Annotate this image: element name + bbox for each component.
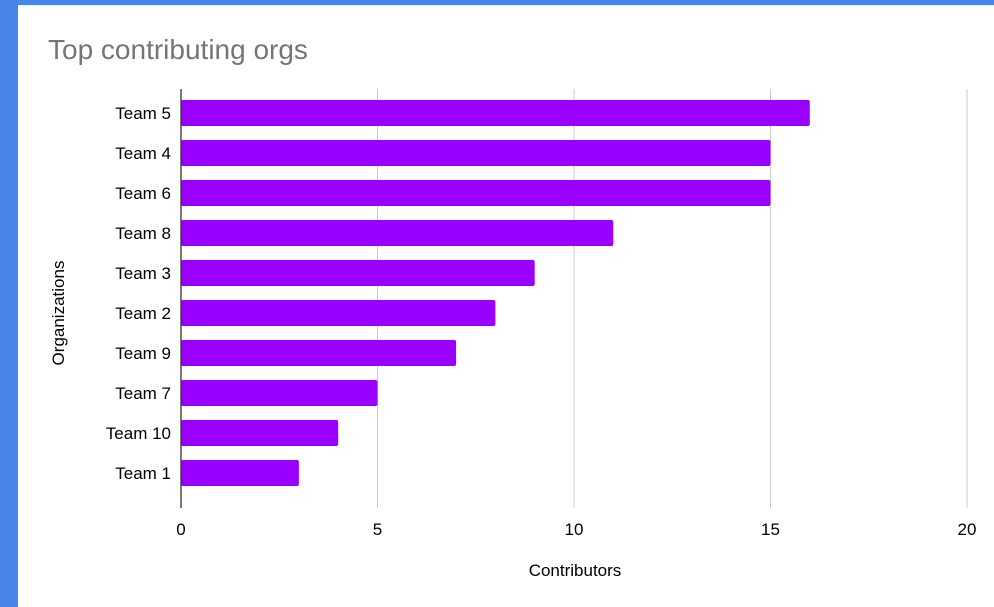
category-label-team-5: Team 5 xyxy=(115,104,171,123)
category-label-team-7: Team 7 xyxy=(115,384,171,403)
bar-team-5 xyxy=(181,100,810,126)
x-tick-label-5: 5 xyxy=(373,520,382,539)
bar-team-4 xyxy=(181,140,771,166)
bar-team-10 xyxy=(181,420,339,446)
category-labels: Team 5 Team 4 Team 6 Team 8 Team 3 Team 2 Team… xyxy=(106,104,171,483)
x-tick-label-0: 0 xyxy=(176,520,185,539)
bar-team-6 xyxy=(181,180,771,206)
bar-team-1 xyxy=(181,460,299,486)
x-tick-label-20: 20 xyxy=(958,520,977,539)
bar-team-3 xyxy=(181,260,535,286)
category-label-team-6: Team 6 xyxy=(115,184,171,203)
category-label-team-8: Team 8 xyxy=(115,224,171,243)
bar-team-8 xyxy=(181,220,614,246)
x-axis-title: Contributors xyxy=(529,561,622,580)
bar-team-7 xyxy=(181,380,378,406)
bar-team-9 xyxy=(181,340,457,366)
category-label-team-9: Team 9 xyxy=(115,344,171,363)
category-label-team-2: Team 2 xyxy=(115,304,171,323)
category-label-team-1: Team 1 xyxy=(115,464,171,483)
category-label-team-3: Team 3 xyxy=(115,264,171,283)
bar-series xyxy=(181,100,810,486)
category-label-team-10: Team 10 xyxy=(106,424,171,443)
category-label-team-4: Team 4 xyxy=(115,144,171,163)
bar-team-2 xyxy=(181,300,496,326)
chart-title: Top contributing orgs xyxy=(48,34,308,65)
chart-frame: Top contributing orgs Team 5 Team 4 Team 6… xyxy=(18,5,994,607)
x-tick-label-10: 10 xyxy=(565,520,584,539)
x-tick-label-15: 15 xyxy=(761,520,780,539)
x-tick-labels: 0 5 10 15 20 xyxy=(176,520,976,539)
bar-chart: Top contributing orgs Team 5 Team 4 Team 6… xyxy=(48,34,976,580)
y-axis-title: Organizations xyxy=(49,261,68,366)
